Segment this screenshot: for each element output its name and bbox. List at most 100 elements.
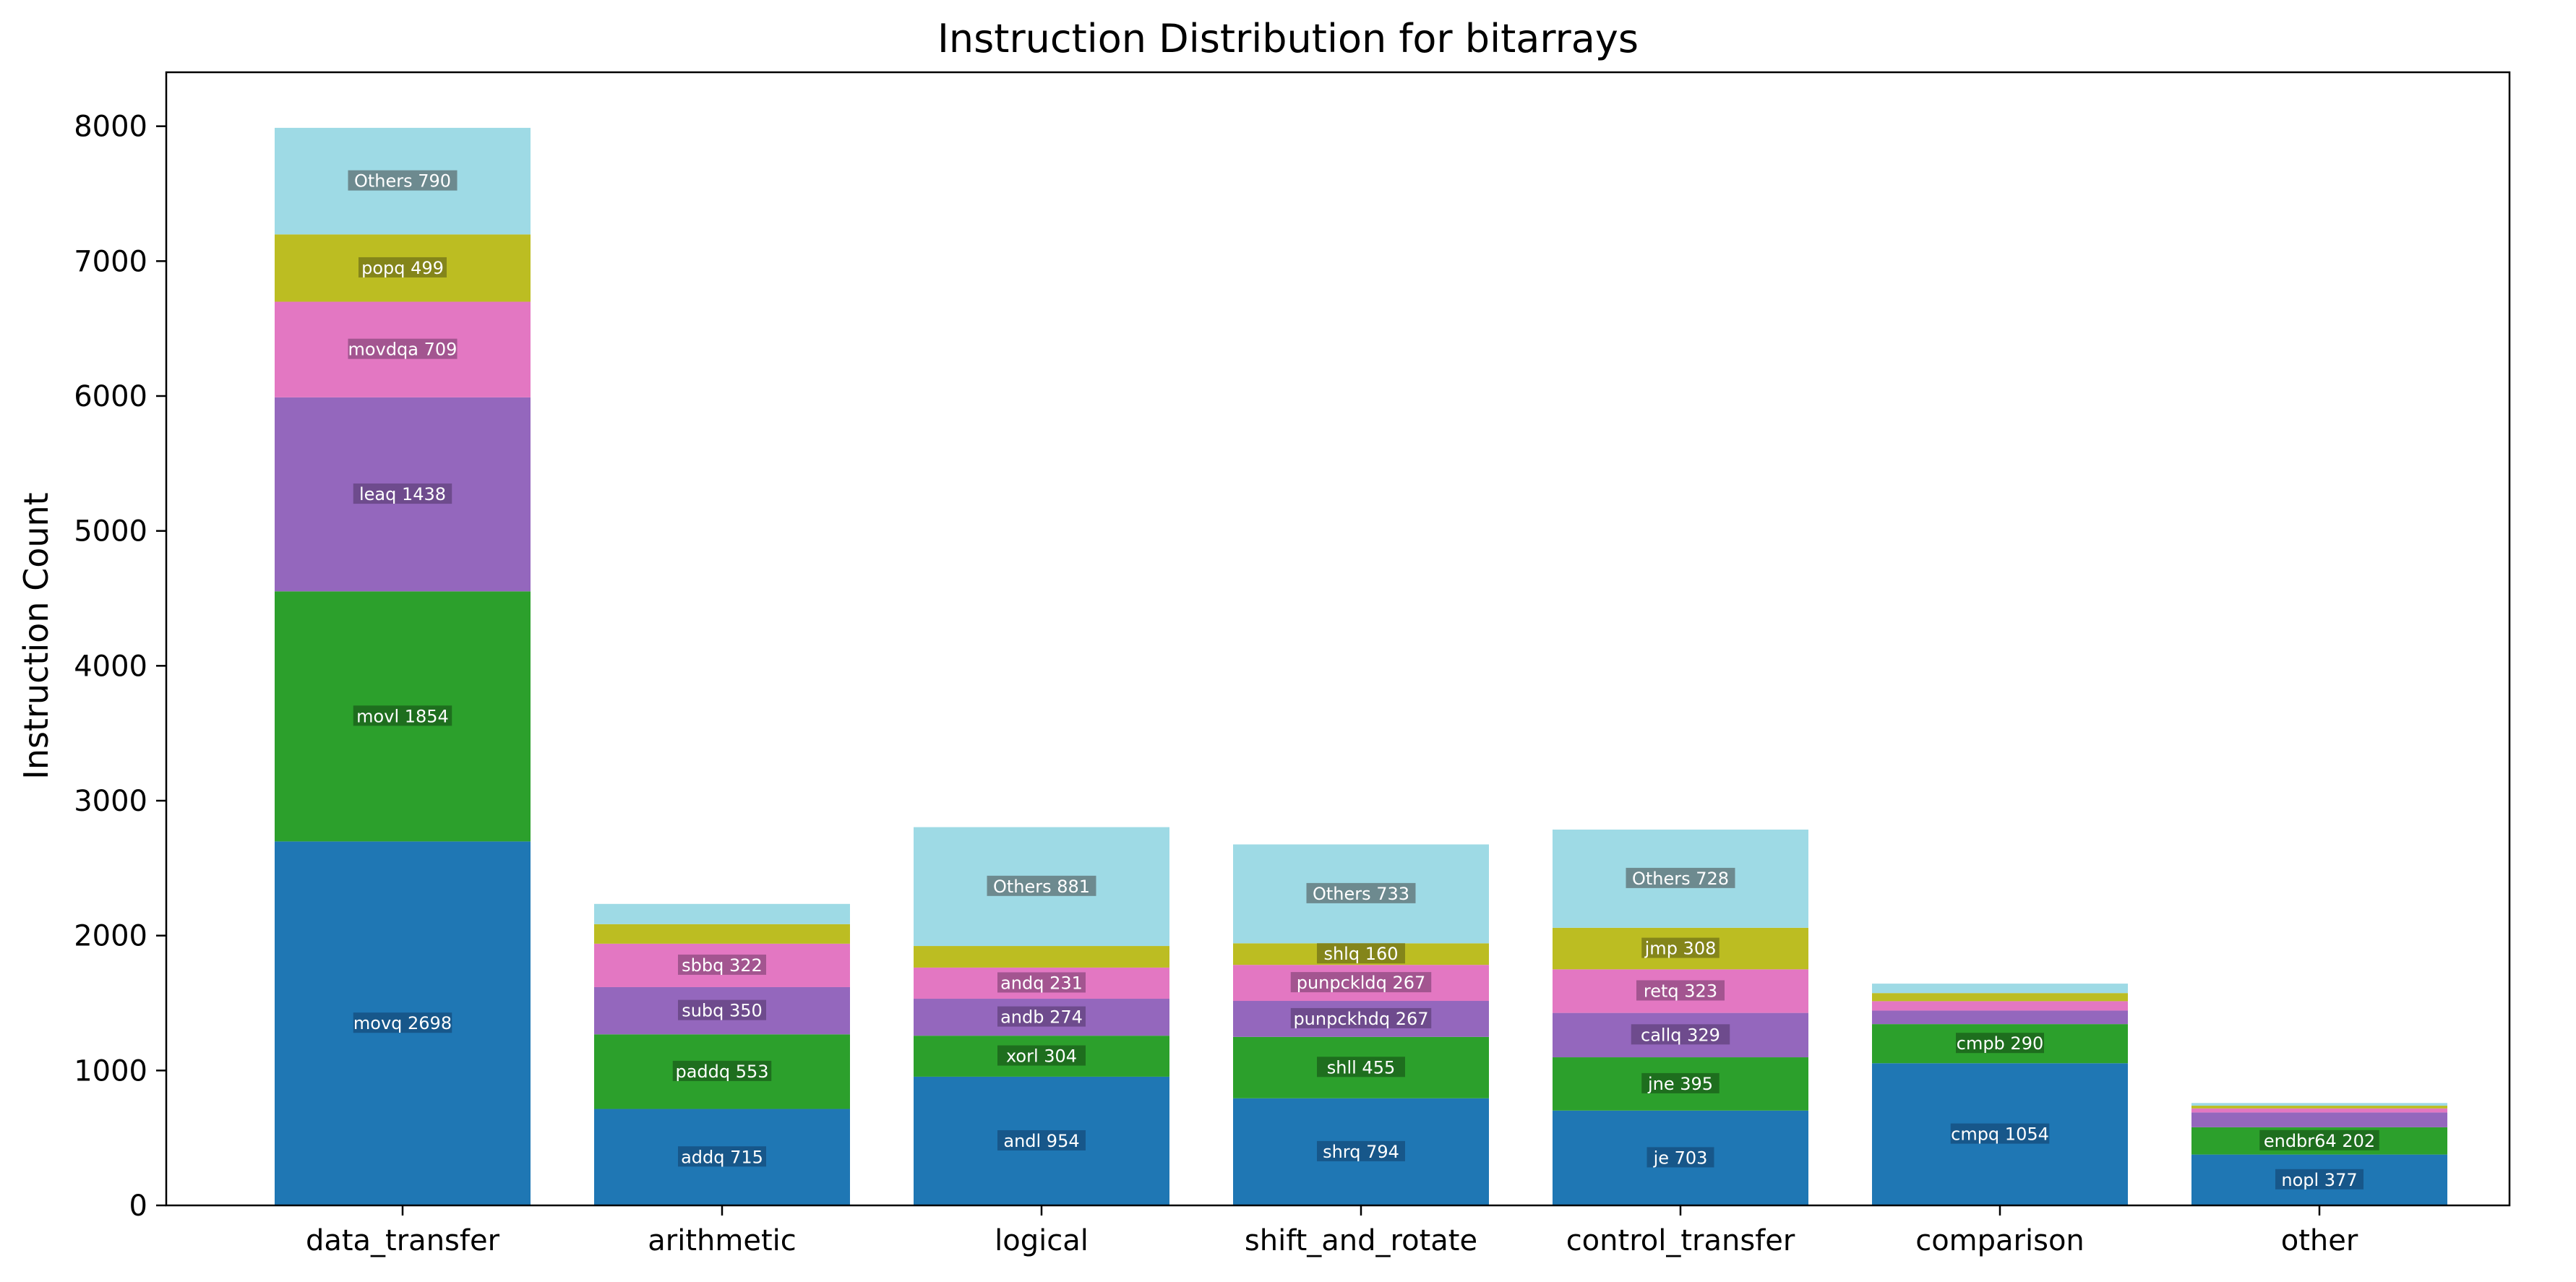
- y-tick-label: 5000: [74, 515, 147, 548]
- segment-label-box: [348, 338, 458, 359]
- y-tick-label: 3000: [74, 785, 147, 818]
- segment-label: Others 728: [1632, 869, 1729, 889]
- segment-label-box: [1317, 943, 1405, 964]
- segment-label: shrq 794: [1323, 1142, 1399, 1162]
- bar-data_transfer: [275, 127, 531, 1205]
- segment-label-box: [348, 170, 458, 191]
- bar-segment: [2191, 1106, 2447, 1109]
- segment-label-box: [678, 999, 766, 1020]
- segment-label: movq 2698: [353, 1013, 452, 1033]
- x-tick-label: data_transfer: [306, 1224, 500, 1257]
- segment-label: addq 715: [681, 1147, 763, 1167]
- segment-label: andq 231: [1000, 973, 1083, 993]
- segment-label: andb 274: [1000, 1007, 1083, 1028]
- segment-label-box: [1950, 1123, 2050, 1144]
- y-axis: 0 1000 2000 3000 4000 5000 6000 7000 8000: [74, 111, 166, 1223]
- segment-label-box: [678, 1146, 766, 1167]
- segment-label: subq 350: [682, 1001, 763, 1021]
- segment-label: jmp 308: [1644, 939, 1717, 959]
- segment-label-box: [1631, 1024, 1730, 1045]
- segment-label: jne 395: [1647, 1074, 1713, 1094]
- segment-label-box: [353, 483, 452, 504]
- y-tick-label: 4000: [74, 650, 147, 683]
- x-tick-label: shift_and_rotate: [1245, 1224, 1477, 1257]
- segment-label-box: [1647, 1147, 1714, 1168]
- segment-label-box: [997, 1006, 1086, 1027]
- y-tick-label: 2000: [74, 920, 147, 953]
- segment-label-box: [1641, 1072, 1720, 1093]
- segment-label-box: [2259, 1130, 2379, 1150]
- segment-label-box: [353, 705, 452, 726]
- segment-labels-layer: movq 2698 movl 1854 leaq 1438 movdqa 709 pop…: [348, 170, 2379, 1190]
- segment-label-box: [678, 954, 766, 975]
- segment-label: callq 329: [1641, 1025, 1720, 1045]
- segment-label: retq 323: [1644, 981, 1717, 1001]
- y-tick-label: 7000: [74, 245, 147, 278]
- segment-label: Others 881: [993, 877, 1090, 897]
- bar-segment: [2191, 1108, 2447, 1113]
- segment-label-box: [1306, 882, 1416, 903]
- x-tick-label: arithmetic: [648, 1224, 796, 1257]
- bar-segment: [1872, 1010, 2128, 1025]
- segment-label: movdqa 709: [348, 340, 458, 360]
- segment-label: andl 954: [1003, 1131, 1079, 1151]
- bar-control_transfer: [1553, 829, 1808, 1205]
- chart-title: Instruction Distribution for bitarrays: [937, 16, 1639, 61]
- segment-label-box: [353, 1012, 452, 1033]
- bars-layer: [275, 127, 2447, 1205]
- segment-label-box: [2275, 1169, 2364, 1189]
- segment-label: punpckldq 267: [1297, 973, 1426, 993]
- segment-label: leaq 1438: [359, 484, 446, 504]
- segment-label-box: [1290, 972, 1432, 993]
- x-axis: data_transfer arithmetic logical shift_and_…: [306, 1205, 2358, 1257]
- segment-label: shlq 160: [1323, 944, 1398, 964]
- segment-label-box: [1317, 1140, 1405, 1161]
- y-axis-title: Instruction Count: [17, 492, 56, 779]
- segment-label: xorl 304: [1006, 1046, 1077, 1067]
- bar-segment: [2191, 1112, 2447, 1127]
- segment-label: cmpb 290: [1957, 1033, 2043, 1054]
- segment-label: je 703: [1653, 1148, 1708, 1168]
- segment-label-box: [672, 1060, 772, 1081]
- segment-label-box: [1317, 1057, 1405, 1077]
- bar-segment: [1872, 1001, 2128, 1011]
- segment-label: nopl 377: [2281, 1170, 2357, 1190]
- y-tick-label: 6000: [74, 380, 147, 413]
- segment-label-box: [1636, 980, 1725, 1001]
- bar-arithmetic: [594, 903, 850, 1205]
- segment-label: paddq 553: [675, 1062, 768, 1082]
- x-tick-label: other: [2281, 1224, 2358, 1257]
- x-tick-label: logical: [995, 1224, 1089, 1257]
- segment-label-box: [1626, 867, 1735, 888]
- x-tick-label: control_transfer: [1566, 1224, 1795, 1257]
- segment-label: endbr64 202: [2264, 1131, 2375, 1151]
- y-tick-label: 1000: [74, 1054, 147, 1088]
- bar-logical: [914, 827, 1169, 1205]
- segment-label-box: [1290, 1007, 1432, 1028]
- bar-segment: [594, 903, 850, 924]
- x-tick-label: comparison: [1915, 1224, 2085, 1257]
- segment-label-box: [1956, 1033, 2044, 1054]
- segment-label: cmpq 1054: [1951, 1124, 2049, 1145]
- bar-segment: [1872, 984, 2128, 994]
- segment-label-box: [997, 1045, 1086, 1066]
- segment-label: Others 733: [1313, 884, 1409, 904]
- bar-segment: [594, 924, 850, 944]
- segment-label: popq 499: [361, 258, 444, 278]
- bar-comparison: [1872, 984, 2128, 1205]
- segment-label-box: [997, 972, 1086, 993]
- segment-label: movl 1854: [356, 706, 449, 726]
- segment-label: Others 790: [354, 171, 451, 192]
- segment-label-box: [997, 1130, 1086, 1150]
- segment-label-box: [1641, 937, 1720, 958]
- segment-label-box: [987, 875, 1096, 896]
- segment-label-box: [359, 257, 447, 278]
- segment-label: sbbq 322: [682, 955, 763, 976]
- bar-segment: [1872, 993, 2128, 1002]
- bar-segment: [2191, 1103, 2447, 1106]
- y-tick-label: 8000: [74, 111, 147, 144]
- segment-label: punpckhdq 267: [1293, 1009, 1428, 1029]
- segment-label: shll 455: [1327, 1057, 1396, 1077]
